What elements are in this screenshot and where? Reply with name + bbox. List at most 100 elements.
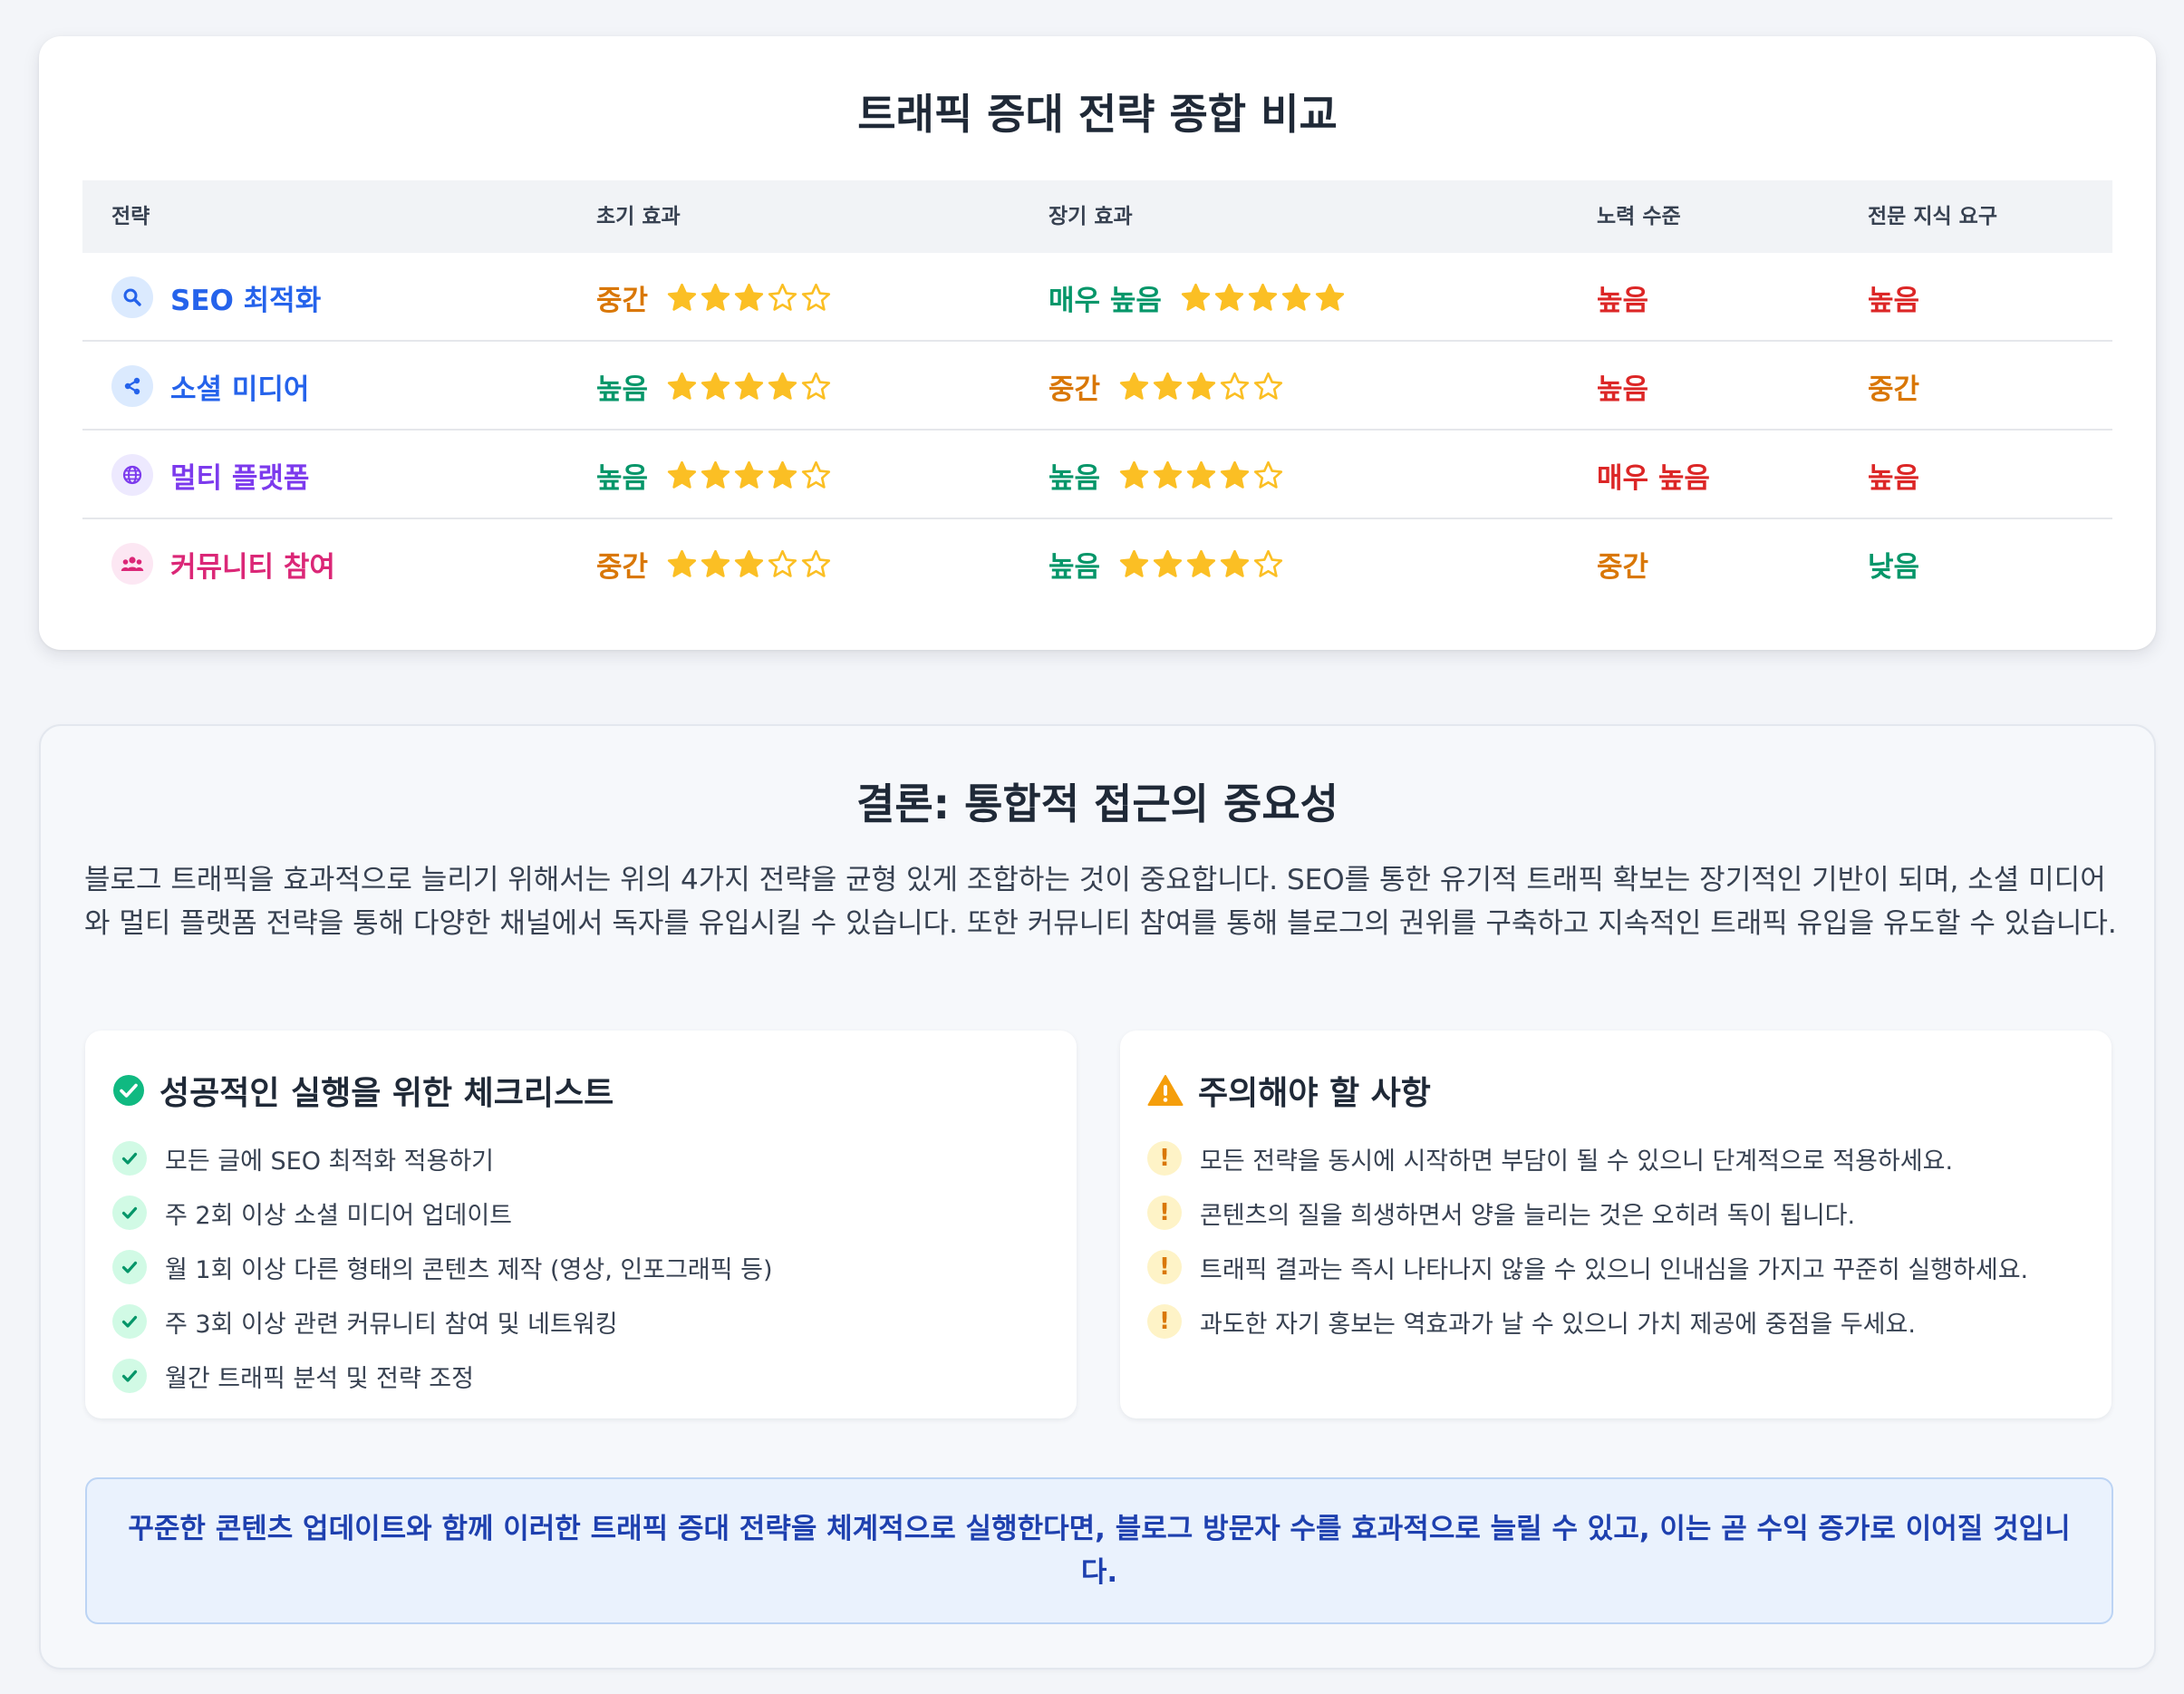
initial-effect-cell: 중간 [596,253,832,342]
expertise-cell: 낮음 [1868,519,1919,608]
initial-effect-level: 중간 [596,284,649,317]
star-empty-icon [1220,372,1250,400]
expertise-cell: 높음 [1868,431,1919,519]
long-term-effect-level: 중간 [1049,373,1101,406]
strategy-name: SEO 최적화 [170,284,322,317]
star-filled-icon [1220,549,1250,577]
check-icon [112,1250,147,1284]
star-filled-icon [701,460,730,489]
long-term-effect-rating [1180,282,1346,314]
checklist-title: 성공적인 실행을 위한 체크리스트 [112,1067,614,1114]
table-row: SEO 최적화 중간 매우 높음 높음 높음 [82,253,2112,342]
search-icon [111,276,153,318]
comparison-card: 트래픽 증대 전략 종합 비교 전략 초기 효과 장기 효과 노력 수준 전문 … [39,36,2156,650]
strategy-cell: 멀티 플랫폼 [111,431,309,519]
check-icon [112,1304,147,1339]
cautions-title: 주의해야 할 사항 [1147,1067,1431,1114]
long-term-effect-level: 높음 [1049,461,1101,495]
long-term-effect-cell: 중간 [1049,342,1284,431]
star-filled-icon [768,372,797,400]
table-row: 소셜 미디어 높음 중간 높음 중간 [82,342,2112,431]
star-filled-icon [1153,372,1183,400]
star-filled-icon [667,549,697,577]
strategy-name: 소셜 미디어 [170,373,310,406]
initial-effect-cell: 높음 [596,342,832,431]
exclamation-icon: ! [1147,1304,1182,1339]
long-term-effect-rating [1118,460,1284,491]
effort-level: 중간 [1597,550,1649,584]
effort-level-cell: 중간 [1597,519,1648,608]
exclamation-icon: ! [1147,1141,1182,1176]
checklist-item-text: 주 2회 이상 소셜 미디어 업데이트 [165,1201,513,1230]
long-term-effect-cell: 높음 [1049,431,1284,519]
star-filled-icon [701,549,730,577]
star-filled-icon [701,283,730,311]
star-empty-icon [1253,372,1283,400]
checklist-item-text: 주 3회 이상 관련 커뮤니티 참여 및 네트워킹 [165,1310,618,1339]
initial-effect-rating [666,460,832,491]
checklist-item: 주 3회 이상 관련 커뮤니티 참여 및 네트워킹 [112,1294,1058,1349]
header-effort-level: 노력 수준 [1597,205,1681,228]
initial-effect-cell: 높음 [596,431,832,519]
effort-level: 높음 [1597,373,1649,406]
check-icon [112,1195,147,1230]
star-empty-icon [801,372,831,400]
checklist-item: 주 2회 이상 소셜 미디어 업데이트 [112,1186,1058,1240]
comparison-table: 전략 초기 효과 장기 효과 노력 수준 전문 지식 요구 SEO 최적화 중간… [82,180,2112,608]
star-empty-icon [1253,460,1283,489]
long-term-effect-cell: 매우 높음 [1049,253,1346,342]
star-filled-icon [667,283,697,311]
conclusion-title: 결론: 통합적 접근의 중요성 [856,779,1338,828]
star-filled-icon [1181,283,1210,311]
star-empty-icon [1253,549,1283,577]
star-filled-icon [1119,549,1149,577]
caution-item: ! 트래픽 결과는 즉시 나타나지 않을 수 있으니 인내심을 가지고 꾸준히 실… [1147,1240,2093,1294]
warning-triangle-icon [1147,1075,1184,1106]
header-long-term-effect: 장기 효과 [1049,205,1133,228]
comparison-title: 트래픽 증대 전략 종합 비교 [857,90,1338,139]
conclusion-paragraph: 블로그 트래픽을 효과적으로 늘리기 위해서는 위의 4가지 전략을 균형 있게… [84,864,2117,940]
star-filled-icon [667,372,697,400]
initial-effect-cell: 중간 [596,519,832,608]
expertise-level: 낮음 [1868,550,1920,584]
cautions-box: 주의해야 할 사항 ! 모든 전략을 동시에 시작하면 부담이 될 수 있으니 단… [1120,1031,2112,1418]
initial-effect-level: 높음 [596,373,649,406]
expertise-level: 높음 [1868,461,1920,495]
star-filled-icon [701,372,730,400]
caution-item-text: 과도한 자기 홍보는 역효과가 날 수 있으니 가치 제공에 중점을 두세요. [1200,1310,1916,1339]
star-empty-icon [801,460,831,489]
caution-item: ! 모든 전략을 동시에 시작하면 부담이 될 수 있으니 단계적으로 적용하세요… [1147,1131,2093,1186]
checklist-item-text: 월간 트래픽 분석 및 전략 조정 [165,1364,474,1393]
checklist-item-text: 월 1회 이상 다른 형태의 콘텐츠 제작 (영상, 인포그래픽 등) [165,1255,773,1284]
conclusion-card: 결론: 통합적 접근의 중요성 블로그 트래픽을 효과적으로 늘리기 위해서는 … [39,724,2156,1670]
star-filled-icon [734,549,764,577]
initial-effect-rating [666,282,832,314]
checklist-item: 월 1회 이상 다른 형태의 콘텐츠 제작 (영상, 인포그래픽 등) [112,1240,1058,1294]
checklist-item: 모든 글에 SEO 최적화 적용하기 [112,1131,1058,1186]
effort-level: 높음 [1597,284,1649,317]
initial-effect-rating [666,371,832,402]
star-filled-icon [1220,460,1250,489]
expertise-level: 높음 [1868,284,1920,317]
star-filled-icon [734,460,764,489]
star-filled-icon [1153,460,1183,489]
star-filled-icon [1248,283,1277,311]
header-expertise: 전문 지식 요구 [1868,205,1997,228]
checklist-item-text: 모든 글에 SEO 최적화 적용하기 [165,1147,495,1176]
table-header: 전략 초기 효과 장기 효과 노력 수준 전문 지식 요구 [82,180,2112,253]
star-empty-icon [768,283,797,311]
long-term-effect-rating [1118,371,1284,402]
strategy-name: 멀티 플랫폼 [170,461,310,495]
exclamation-icon: ! [1147,1195,1182,1230]
globe-icon [111,454,153,496]
share-icon [111,365,153,407]
check-circle-icon [113,1075,144,1106]
star-filled-icon [1119,460,1149,489]
table-row: 커뮤니티 참여 중간 높음 중간 낮음 [82,519,2112,608]
star-filled-icon [734,372,764,400]
initial-effect-rating [666,548,832,580]
long-term-effect-cell: 높음 [1049,519,1284,608]
effort-level: 매우 높음 [1597,461,1710,495]
